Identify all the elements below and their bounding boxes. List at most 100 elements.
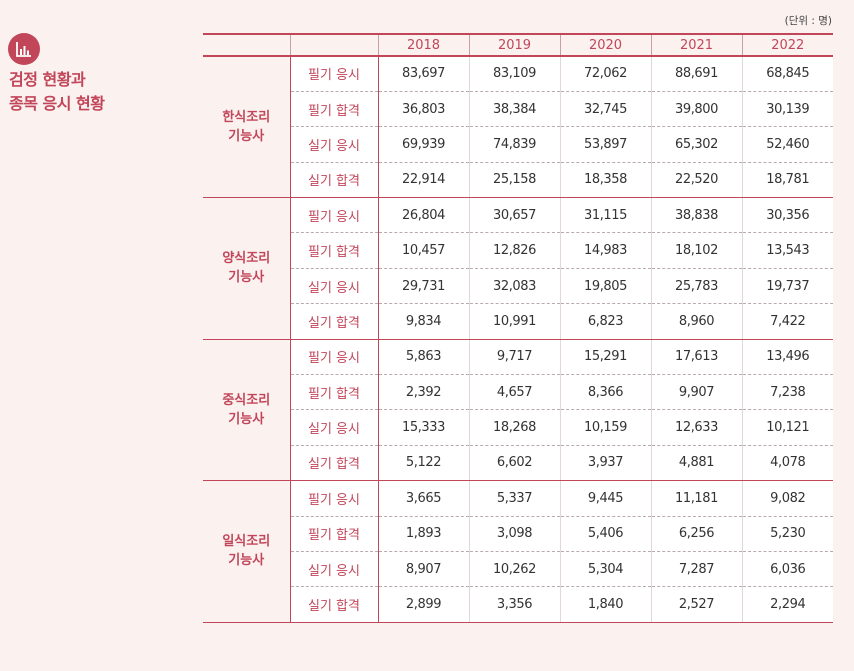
category-label-line: 기능사 [228,270,265,286]
value-cell: 6,036 [741,551,833,588]
value-cell: 4,078 [741,445,833,482]
row-label: 필기 합격 [289,91,379,128]
row-label: 실기 응시 [289,268,379,305]
table-header-row: 2018 2019 2020 2021 2022 [203,33,833,57]
value-cell: 7,238 [741,374,833,411]
value-cell: 14,983 [559,232,651,269]
value-cell: 52,460 [741,126,833,163]
table-row: 실기 응시 8,907 10,262 5,304 7,287 6,036 [203,551,833,588]
row-label: 실기 응시 [289,551,379,588]
year-header: 2022 [741,33,833,57]
row-label: 필기 합격 [289,232,379,269]
row-label: 필기 응시 [289,480,379,517]
table-row: 실기 합격 5,122 6,602 3,937 4,881 4,078 [203,445,833,482]
table-row: 필기 합격 10,457 12,826 14,983 18,102 13,543 [203,232,833,269]
row-label: 필기 응시 [289,56,379,92]
row-label: 실기 합격 [289,445,379,482]
value-cell: 12,633 [650,409,742,446]
value-cell: 5,304 [559,551,651,588]
value-cell: 26,804 [377,197,469,234]
year-header: 2021 [650,33,742,57]
value-cell: 9,717 [468,339,560,376]
table-row: 양식조리 기능사 필기 응시 26,804 30,657 31,115 38,838 30,3… [203,197,833,340]
value-cell: 83,109 [468,56,560,92]
value-cell: 10,159 [559,409,651,446]
value-cell: 83,697 [377,56,469,92]
value-cell: 69,939 [377,126,469,163]
value-cell: 4,881 [650,445,742,482]
value-cell: 30,657 [468,197,560,234]
row-label: 필기 합격 [289,374,379,411]
value-cell: 8,960 [650,303,742,340]
value-cell: 32,083 [468,268,560,305]
table-row: 실기 합격 9,834 10,991 6,823 8,960 7,422 [203,303,833,340]
unit-label: (단위 : 명) [784,15,832,27]
value-cell: 36,803 [377,91,469,128]
value-cell: 5,122 [377,445,469,482]
row-label: 필기 응시 [289,197,379,234]
value-cell: 68,845 [741,56,833,92]
value-cell: 8,366 [559,374,651,411]
value-cell: 72,062 [559,56,651,92]
table-row: 실기 응시 69,939 74,839 53,897 65,302 52,460 [203,126,833,163]
table-row: 한식조리 기능사 필기 응시 83,697 83,109 72,062 88,691 68,8… [203,56,833,199]
category-cell: 일식조리 기능사 [203,480,290,623]
value-cell: 53,897 [559,126,651,163]
value-cell: 3,665 [377,480,469,517]
value-cell: 10,121 [741,409,833,446]
header-corner-sub [289,33,378,57]
value-cell: 1,893 [377,516,469,552]
row-label: 실기 합격 [289,586,379,623]
value-cell: 18,102 [650,232,742,269]
category-cell: 중식조리 기능사 [203,339,290,482]
row-label: 실기 합격 [289,162,379,199]
value-cell: 9,834 [377,303,469,340]
value-cell: 15,291 [559,339,651,376]
value-cell: 18,268 [468,409,560,446]
table-row: 실기 응시 15,333 18,268 10,159 12,633 10,121 [203,409,833,446]
value-cell: 7,287 [650,551,742,588]
value-cell: 2,294 [741,586,833,623]
value-cell: 7,422 [741,303,833,340]
category-label-line: 양식조리 [222,251,271,267]
value-cell: 31,115 [559,197,651,234]
value-cell: 30,139 [741,91,833,128]
value-cell: 30,356 [741,197,833,234]
value-cell: 38,384 [468,91,560,128]
section-title-line2: 종목 응시 현황 [9,94,105,113]
table-row: 실기 응시 29,731 32,083 19,805 25,783 19,737 [203,268,833,305]
value-cell: 29,731 [377,268,469,305]
value-cell: 3,356 [468,586,560,623]
section-title-line1: 검정 현황과 [9,70,86,89]
value-cell: 22,520 [650,162,742,199]
value-cell: 8,907 [377,551,469,588]
value-cell: 3,098 [468,516,560,552]
table-row: 실기 합격 2,899 3,356 1,840 2,527 2,294 [203,586,833,623]
value-cell: 4,657 [468,374,560,411]
value-cell: 12,826 [468,232,560,269]
value-cell: 9,082 [741,480,833,517]
value-cell: 6,823 [559,303,651,340]
value-cell: 2,392 [377,374,469,411]
category-label-line: 일식조리 [222,534,271,550]
value-cell: 25,158 [468,162,560,199]
value-cell: 5,406 [559,516,651,552]
table-row: 실기 합격 22,914 25,158 18,358 22,520 18,781 [203,162,833,199]
value-cell: 88,691 [650,56,742,92]
value-cell: 19,805 [559,268,651,305]
value-cell: 15,333 [377,409,469,446]
value-cell: 13,496 [741,339,833,376]
row-label: 필기 합격 [289,516,379,552]
value-cell: 10,991 [468,303,560,340]
value-cell: 10,457 [377,232,469,269]
value-cell: 74,839 [468,126,560,163]
value-cell: 65,302 [650,126,742,163]
value-cell: 2,527 [650,586,742,623]
value-cell: 18,781 [741,162,833,199]
value-cell: 38,838 [650,197,742,234]
value-cell: 9,907 [650,374,742,411]
year-header: 2019 [468,33,560,57]
value-cell: 32,745 [559,91,651,128]
category-label-line: 한식조리 [222,110,271,126]
